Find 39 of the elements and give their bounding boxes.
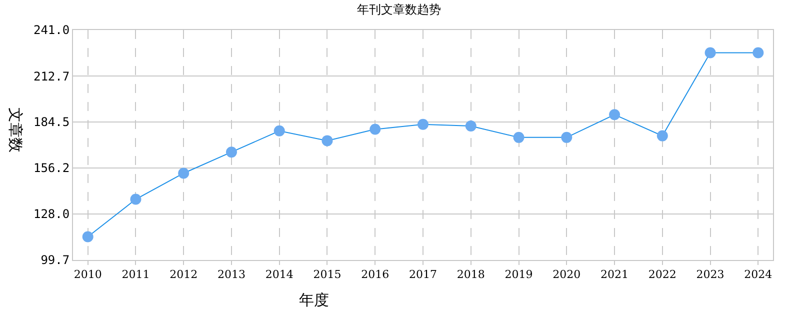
- point: [609, 109, 620, 120]
- y-tick-label: 212.7: [33, 69, 70, 84]
- x-axis-title: 年度: [299, 291, 329, 309]
- point: [82, 231, 94, 242]
- x-tick-label: 2019: [504, 268, 533, 282]
- point: [274, 125, 285, 136]
- x-tick-label: 2017: [409, 268, 437, 282]
- y-tick-label: 99.7: [40, 253, 70, 268]
- x-tick-label: 2012: [170, 268, 198, 282]
- x-tick-label: 2018: [456, 268, 485, 282]
- point: [130, 194, 142, 205]
- x-tick-label: 2021: [600, 268, 629, 282]
- point: [178, 168, 190, 179]
- point: [465, 120, 476, 132]
- x-tick-label: 2022: [648, 268, 676, 282]
- x-tick-label: 2015: [313, 268, 342, 282]
- x-tick-label: 2024: [744, 268, 772, 282]
- point: [752, 47, 764, 58]
- point: [418, 118, 428, 130]
- y-tick-label: 156.2: [33, 161, 70, 176]
- x-tick-label: 2016: [361, 268, 390, 282]
- chart-title: 年刊文章数趋势: [357, 2, 441, 16]
- y-tick-label: 241.0: [33, 23, 70, 38]
- x-tick-label: 2020: [552, 268, 581, 282]
- point: [561, 132, 572, 143]
- point: [513, 132, 524, 143]
- y-axis-title: 文章数: [6, 108, 24, 153]
- x-tick-label: 2023: [696, 268, 724, 282]
- x-tick-label: 2010: [74, 268, 102, 282]
- x-tick-label: 2014: [265, 268, 294, 282]
- x-tick-label: 2013: [217, 268, 246, 282]
- point: [656, 130, 668, 142]
- y-tick-label: 184.5: [33, 115, 70, 130]
- x-tick-label: 2011: [122, 268, 150, 282]
- point: [704, 47, 716, 58]
- point: [370, 124, 381, 135]
- point: [226, 146, 237, 158]
- y-tick-label: 128.0: [33, 207, 70, 222]
- point: [322, 135, 333, 146]
